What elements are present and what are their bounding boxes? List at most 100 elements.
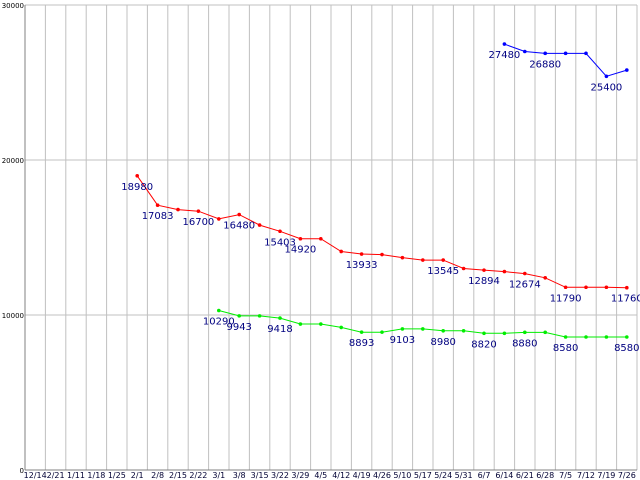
data-label: 8580 [553, 343, 578, 354]
data-point [400, 255, 405, 260]
data-label: 11790 [550, 293, 582, 304]
x-tick-label: 2/1 [131, 471, 144, 480]
data-label: 9103 [390, 335, 415, 346]
data-label: 8880 [512, 338, 537, 349]
data-point [502, 42, 507, 46]
data-label: 14920 [284, 245, 316, 256]
x-tick-label: 5/31 [455, 471, 473, 480]
data-point [319, 322, 323, 326]
x-tick-label: 3/22 [271, 471, 289, 480]
data-point [400, 327, 405, 331]
data-label: 8980 [430, 337, 455, 348]
data-label: 27480 [488, 50, 520, 61]
x-tick-label: 6/7 [478, 471, 491, 480]
data-point [441, 258, 446, 262]
x-tick-label: 7/19 [597, 471, 615, 480]
data-point [523, 271, 527, 276]
data-point [482, 331, 486, 336]
y-tick-label: 0 [20, 467, 24, 475]
data-point [543, 330, 547, 335]
x-tick-label: 6/21 [516, 471, 534, 480]
data-point [298, 322, 303, 326]
x-tick-label: 5/24 [434, 471, 452, 480]
data-label: 9943 [226, 322, 251, 333]
x-tick-label: 6/28 [536, 471, 554, 480]
y-tick-label: 20000 [2, 157, 24, 165]
data-point [523, 330, 527, 335]
data-label: 13545 [427, 266, 459, 277]
x-tick-label: 4/19 [353, 471, 371, 480]
data-point [421, 258, 425, 262]
data-point [584, 285, 588, 290]
data-point [339, 249, 344, 254]
x-tick-label: 1/25 [108, 471, 126, 480]
data-label: 25400 [590, 82, 622, 93]
data-point [359, 330, 364, 334]
data-point [135, 174, 139, 178]
data-point [461, 329, 466, 333]
data-label: 15403 [264, 237, 296, 248]
data-point [257, 223, 262, 227]
x-tick-label: 3/8 [233, 471, 246, 480]
data-point [441, 329, 446, 333]
x-tick-label: 4/12 [332, 471, 350, 480]
x-tick-label: 3/15 [251, 471, 269, 480]
data-point [257, 314, 262, 318]
data-point [563, 335, 568, 339]
data-label: 26880 [529, 59, 561, 70]
data-point [584, 335, 588, 339]
data-label: 16700 [182, 217, 214, 228]
data-label: 17083 [142, 211, 174, 222]
x-tick-label: 2/8 [151, 471, 164, 480]
data-label: 13933 [346, 260, 378, 271]
data-label: 18980 [121, 182, 153, 193]
data-point [563, 285, 568, 290]
data-point [584, 51, 588, 56]
data-label: 8820 [471, 339, 496, 350]
x-tick-label: 2/22 [189, 471, 207, 480]
data-point [625, 285, 629, 290]
data-point [339, 325, 344, 330]
data-point [563, 51, 568, 56]
data-point [196, 209, 201, 213]
data-point [217, 308, 221, 313]
data-point [625, 335, 629, 339]
x-tick-label: 3/1 [212, 471, 225, 480]
data-point [482, 268, 486, 272]
data-point [359, 252, 364, 256]
data-point [380, 330, 384, 334]
x-tick-label: 7/12 [577, 471, 595, 480]
data-point [604, 74, 609, 79]
data-point [543, 51, 547, 56]
data-point [380, 252, 384, 257]
data-label: 9418 [267, 324, 292, 335]
x-tick-label: 4/26 [373, 471, 391, 480]
x-tick-label: 1/18 [87, 471, 105, 480]
data-point [502, 331, 507, 336]
x-tick-label: 7/26 [618, 471, 636, 480]
data-point [461, 266, 466, 271]
data-label: 12674 [509, 280, 541, 291]
data-label: 12894 [468, 276, 500, 287]
data-point [298, 236, 303, 241]
data-point [421, 327, 425, 331]
x-tick-label: 12/14 [24, 471, 47, 480]
x-tick-label: 1/11 [67, 471, 85, 480]
y-tick-label: 10000 [2, 312, 24, 320]
series-layer [135, 42, 629, 339]
x-tick-label: 7/5 [559, 471, 572, 480]
data-point [237, 314, 241, 318]
data-point [176, 207, 180, 212]
data-point [278, 229, 282, 234]
data-point [625, 68, 629, 72]
x-tick-label: 5/10 [393, 471, 411, 480]
x-tick-label: 3/29 [291, 471, 309, 480]
y-tick-label: 30000 [2, 2, 24, 10]
data-point [543, 276, 547, 280]
data-label: 8893 [349, 338, 374, 349]
data-label: 11760 [611, 294, 640, 305]
data-label: 10290 [203, 317, 235, 328]
